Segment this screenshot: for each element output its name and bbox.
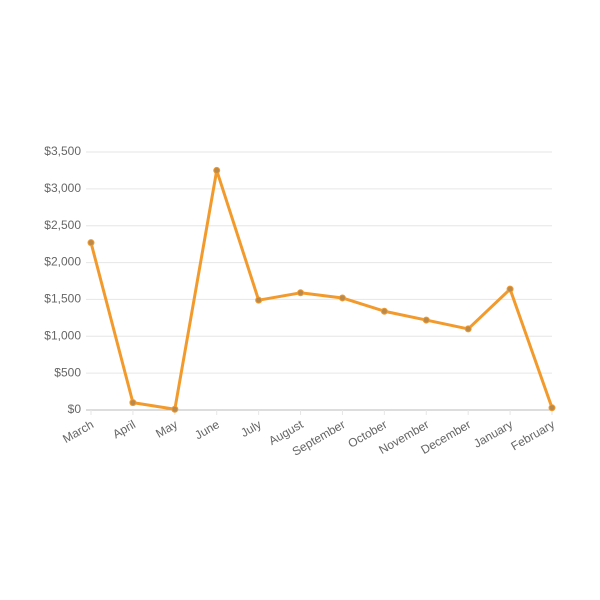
x-tick-label: January bbox=[471, 417, 515, 450]
data-point bbox=[506, 285, 514, 293]
data-point bbox=[297, 289, 305, 297]
y-tick-label: $0 bbox=[68, 402, 82, 416]
data-point bbox=[422, 316, 430, 324]
data-point bbox=[338, 294, 346, 302]
data-point bbox=[213, 166, 221, 174]
data-point bbox=[129, 399, 137, 407]
x-tick-label: March bbox=[60, 417, 96, 446]
data-point bbox=[380, 307, 388, 315]
y-tick-label: $3,000 bbox=[44, 181, 81, 195]
data-point bbox=[255, 296, 263, 304]
x-tick-label: July bbox=[238, 417, 263, 440]
data-point bbox=[464, 325, 472, 333]
y-tick-label: $1,000 bbox=[44, 328, 81, 342]
y-tick-label: $500 bbox=[54, 365, 81, 379]
y-tick-label: $3,500 bbox=[44, 144, 81, 158]
y-tick-label: $1,500 bbox=[44, 292, 81, 306]
y-tick-label: $2,000 bbox=[44, 255, 81, 269]
x-tick-label: February bbox=[508, 417, 557, 453]
y-tick-label: $2,500 bbox=[44, 218, 81, 232]
x-tick-label: April bbox=[110, 417, 138, 441]
data-point bbox=[171, 405, 179, 413]
data-line bbox=[89, 168, 554, 411]
x-tick-label: June bbox=[192, 417, 222, 442]
x-tick-label: May bbox=[153, 417, 180, 440]
data-point bbox=[87, 239, 95, 247]
data-point bbox=[548, 404, 556, 412]
